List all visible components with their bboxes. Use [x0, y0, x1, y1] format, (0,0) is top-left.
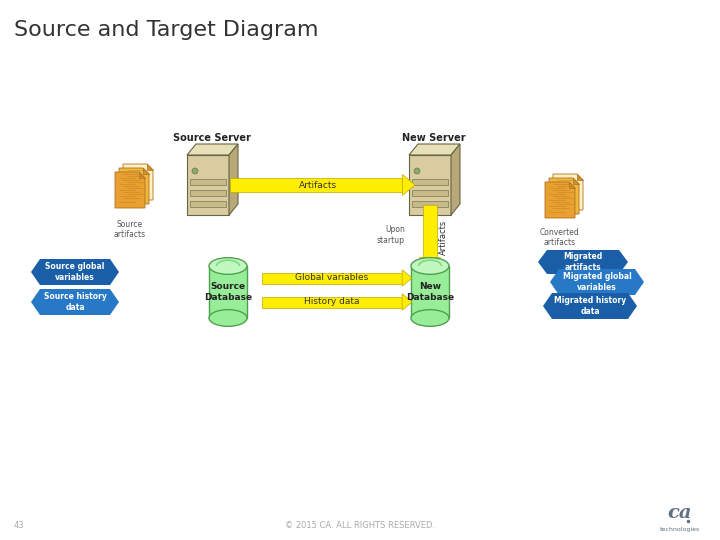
Bar [190, 201, 226, 207]
Text: Source
artifacts: Source artifacts [114, 220, 146, 239]
Text: Source history
data: Source history data [44, 292, 107, 312]
Bar [547, 250, 619, 274]
Ellipse shape [411, 258, 449, 274]
Bar [412, 179, 448, 185]
Polygon shape [402, 174, 415, 195]
Ellipse shape [209, 258, 247, 274]
Bar [190, 190, 226, 196]
Text: Source and Target Diagram: Source and Target Diagram [14, 20, 318, 40]
Text: © 2015 CA. ALL RIGHTS RESERVED.: © 2015 CA. ALL RIGHTS RESERVED. [285, 521, 435, 530]
Circle shape [414, 168, 420, 174]
Ellipse shape [209, 309, 247, 326]
Bar [423, 205, 437, 258]
Text: Artifacts: Artifacts [298, 180, 336, 190]
Polygon shape [420, 258, 441, 270]
Polygon shape [635, 269, 644, 295]
Polygon shape [110, 289, 119, 315]
Text: Migrated history
data: Migrated history data [554, 296, 626, 316]
Polygon shape [550, 269, 559, 295]
Text: New Server: New Server [402, 133, 466, 143]
Polygon shape [139, 172, 145, 178]
Polygon shape [553, 174, 583, 210]
Text: Migrated
artifacts: Migrated artifacts [563, 252, 603, 272]
Polygon shape [187, 144, 238, 155]
Polygon shape [402, 270, 412, 286]
Bar [230, 178, 402, 192]
Text: Global variables: Global variables [295, 273, 369, 282]
Text: History data: History data [305, 298, 360, 307]
Polygon shape [549, 178, 579, 214]
Text: Upon
startup: Upon startup [377, 225, 405, 245]
Bar [40, 289, 110, 315]
Polygon shape [402, 294, 412, 310]
Polygon shape [451, 144, 460, 215]
Bar [412, 201, 448, 207]
Bar [209, 266, 247, 318]
Polygon shape [409, 144, 460, 155]
Polygon shape [110, 259, 119, 285]
Text: Converted
artifacts: Converted artifacts [540, 228, 580, 247]
Text: New
Database: New Database [406, 282, 454, 302]
Polygon shape [229, 144, 238, 215]
Polygon shape [143, 168, 149, 174]
Polygon shape [187, 155, 229, 215]
Text: 43: 43 [14, 521, 24, 530]
Polygon shape [409, 155, 451, 215]
Polygon shape [577, 174, 583, 180]
Text: technologies: technologies [660, 527, 700, 532]
Polygon shape [543, 293, 552, 319]
Bar [190, 179, 226, 185]
Polygon shape [545, 182, 575, 218]
Ellipse shape [411, 309, 449, 326]
Polygon shape [628, 293, 637, 319]
Bar [552, 293, 628, 319]
Text: Source global
variables: Source global variables [45, 262, 104, 282]
Text: ca: ca [667, 504, 692, 522]
Text: Source
Database: Source Database [204, 282, 252, 302]
Bar [40, 259, 110, 285]
Text: Migrated global
variables: Migrated global variables [562, 272, 631, 292]
Polygon shape [569, 182, 575, 188]
Polygon shape [119, 168, 149, 204]
Polygon shape [31, 259, 40, 285]
Bar [262, 296, 402, 307]
Text: Source Server: Source Server [173, 133, 251, 143]
Polygon shape [573, 178, 579, 184]
Text: Artifacts: Artifacts [439, 220, 448, 255]
Bar [559, 269, 635, 295]
Polygon shape [31, 289, 40, 315]
Polygon shape [619, 250, 628, 274]
Circle shape [192, 168, 198, 174]
Polygon shape [147, 164, 153, 170]
Polygon shape [538, 250, 547, 274]
Bar [262, 273, 402, 284]
Bar [411, 266, 449, 318]
Polygon shape [123, 164, 153, 200]
Polygon shape [115, 172, 145, 208]
Bar [412, 190, 448, 196]
